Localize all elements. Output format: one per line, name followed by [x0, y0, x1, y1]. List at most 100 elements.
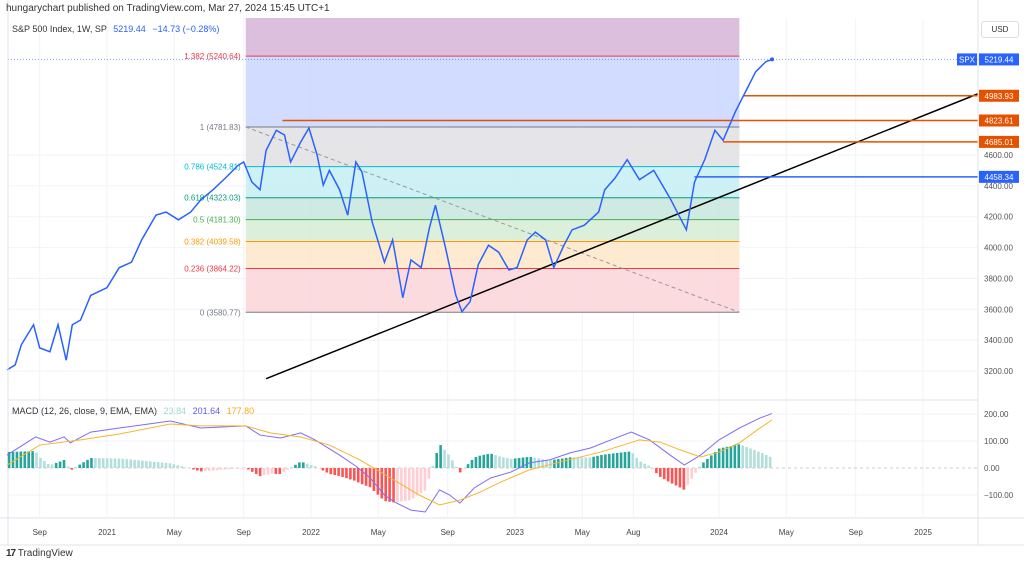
- macd-histogram-bar: [286, 468, 289, 470]
- macd-histogram-bar: [160, 462, 164, 468]
- macd-histogram-bar: [698, 466, 701, 468]
- macd-histogram-bar: [239, 468, 242, 469]
- price-tag: [979, 114, 1019, 127]
- macd-histogram-bar: [302, 462, 305, 468]
- price-tick: 3800.00: [984, 274, 1013, 283]
- macd-histogram-bar: [745, 446, 748, 468]
- macd-histogram-bar: [270, 468, 274, 474]
- macd-histogram-bar: [364, 468, 368, 486]
- macd-histogram-bar: [545, 459, 548, 468]
- price-tag: [979, 170, 1019, 183]
- macd-histogram-bar: [219, 468, 223, 470]
- legend-price: 5219.44: [113, 24, 146, 34]
- macd-histogram-bar: [200, 468, 203, 472]
- macd-signal-value: 177.80: [226, 406, 255, 416]
- price-tag: [979, 89, 1019, 102]
- macd-histogram-bar: [506, 458, 509, 468]
- fib-label-1.382: 1.382 (5240.64): [184, 52, 241, 61]
- macd-histogram-bar: [184, 467, 187, 468]
- macd-histogram-bar: [592, 456, 595, 468]
- fib-label-0.786: 0.786 (4524.81): [184, 163, 241, 172]
- legend-change: −14.73 (−0.28%): [152, 24, 220, 34]
- macd-histogram-bar: [305, 463, 309, 468]
- price-tag-label: 4823.61: [985, 116, 1014, 125]
- macd-histogram-bar: [678, 468, 682, 488]
- last-price-tag: [979, 53, 1019, 66]
- macd-histogram-bar: [152, 461, 156, 468]
- macd-histogram-bar: [741, 445, 744, 468]
- macd-histogram-bar: [572, 457, 576, 468]
- macd-histogram-bar: [631, 453, 635, 468]
- macd-histogram-bar: [329, 468, 333, 475]
- fib-band-1.382: [245, 56, 740, 127]
- macd-histogram-bar: [121, 458, 125, 468]
- macd-histogram-bar: [117, 458, 121, 468]
- macd-histogram-bar: [419, 468, 423, 493]
- macd-histogram-bar: [192, 468, 195, 470]
- price-tag-label: 4458.34: [985, 173, 1014, 182]
- macd-histogram-bar: [729, 446, 733, 468]
- time-tick: Sep: [237, 528, 252, 537]
- tradingview-logo: 17 TradingView: [6, 548, 73, 559]
- macd-histogram-bar: [62, 460, 66, 468]
- macd-histogram-bar: [23, 451, 27, 468]
- macd-histogram-bar: [733, 445, 737, 468]
- macd-histogram-bar: [27, 451, 30, 468]
- macd-histogram-bar: [164, 462, 168, 468]
- macd-histogram-bar: [360, 468, 364, 485]
- macd-histogram-bar: [623, 452, 627, 468]
- macd-histogram-bar: [490, 453, 493, 468]
- macd-histogram-bar: [537, 458, 540, 468]
- macd-histogram-bar: [659, 468, 662, 477]
- price-tick: 3400.00: [984, 336, 1013, 345]
- macd-histogram-bar: [478, 455, 482, 468]
- macd-histogram-bar: [627, 451, 631, 468]
- last-price-tag-label: 5219.44: [985, 55, 1014, 64]
- macd-histogram-bar: [588, 457, 591, 468]
- time-tick: Sep: [849, 528, 864, 537]
- macd-histogram-bar: [149, 461, 152, 468]
- macd-histogram-bar: [247, 468, 250, 470]
- macd-histogram-bar: [31, 451, 34, 468]
- macd-histogram-bar: [372, 468, 376, 491]
- macd-histogram-bar: [113, 458, 117, 468]
- macd-histogram-bar: [172, 464, 176, 468]
- macd-histogram-value: 23.84: [163, 406, 187, 416]
- macd-histogram-bar: [98, 458, 101, 468]
- macd-histogram-bar: [325, 468, 329, 473]
- macd-histogram-bar: [101, 458, 105, 468]
- macd-histogram-bar: [333, 468, 336, 476]
- macd-histogram-bar: [129, 459, 132, 468]
- price-tag-label: 4685.01: [985, 138, 1014, 147]
- macd-histogram-bar: [235, 468, 238, 469]
- macd-histogram-bar: [125, 459, 129, 468]
- macd-histogram-bar: [227, 468, 231, 470]
- macd-histogram-bar: [313, 466, 317, 468]
- macd-histogram-bar: [356, 468, 360, 483]
- currency-button[interactable]: USD: [981, 21, 1019, 38]
- macd-histogram-bar: [702, 462, 705, 468]
- symbol-name: S&P 500 Index, 1W, SP: [12, 24, 107, 34]
- macd-histogram-bar: [145, 461, 148, 468]
- macd-histogram-bar: [70, 468, 74, 470]
- macd-histogram-bar: [694, 468, 697, 473]
- macd-histogram-bar: [439, 445, 442, 468]
- fib-label-0.236: 0.236 (3864.22): [184, 265, 241, 274]
- time-tick: Aug: [626, 528, 640, 537]
- macd-histogram-bar: [455, 466, 458, 468]
- macd-histogram-bar: [710, 455, 713, 468]
- macd-histogram-bar: [584, 457, 588, 468]
- macd-histogram-bar: [176, 465, 180, 468]
- macd-histogram-bar: [674, 468, 678, 486]
- macd-histogram-bar: [651, 468, 654, 470]
- macd-histogram-bar: [294, 464, 297, 468]
- fib-band-0.5: [245, 219, 740, 242]
- macd-histogram-bar: [725, 446, 729, 468]
- fib-band-0.382: [245, 241, 740, 269]
- price-tag-label: 4983.93: [985, 92, 1014, 101]
- macd-histogram-bar: [615, 452, 619, 468]
- time-tick: May: [371, 528, 386, 537]
- macd-histogram-bar: [662, 468, 666, 480]
